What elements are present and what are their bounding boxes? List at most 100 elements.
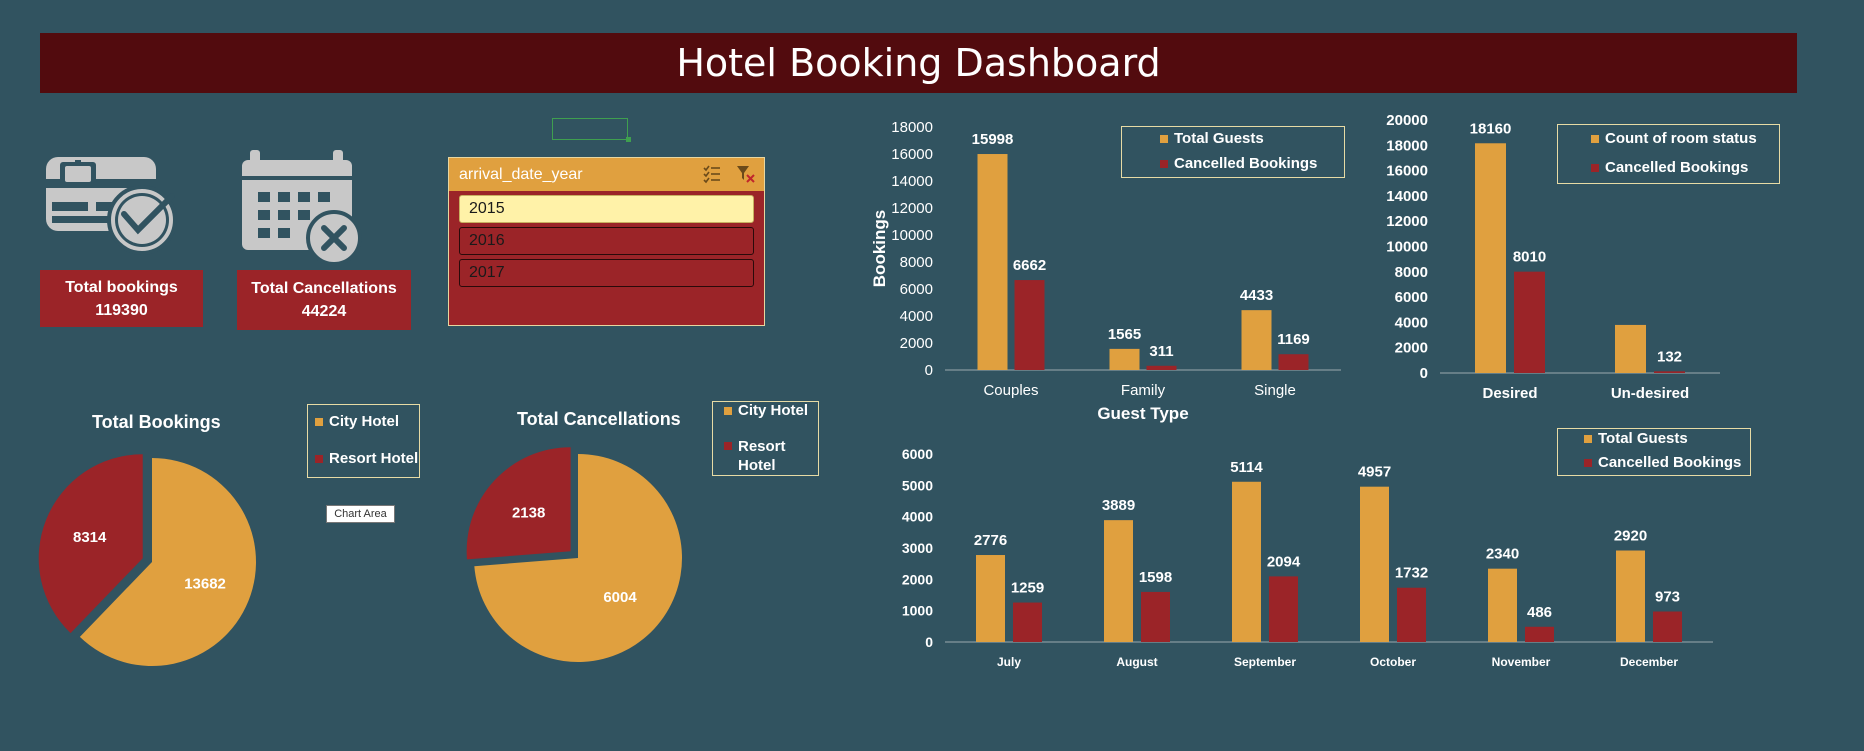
legend-swatch [1591,135,1599,143]
y-tick-label: 0 [1420,365,1428,382]
y-tick-label: 0 [925,362,933,379]
legend-swatch [724,442,732,450]
bar [1475,143,1506,373]
legend-item-city: City Hotel [315,413,399,430]
legend-label: Cancelled Bookings [1598,454,1742,471]
bar [1013,602,1042,642]
y-axis-title: Bookings [870,210,889,287]
bar [1525,626,1554,642]
y-tick-label: 18000 [1386,137,1428,154]
legend-label: Total Guests [1174,130,1264,147]
x-axis-title: Guest Type [1097,404,1188,423]
y-tick-label: 2000 [900,335,933,352]
bar-data-label: 2094 [1267,553,1301,570]
legend-item-cancelled: Cancelled Bookings [1160,155,1317,172]
x-tick-label: Un-desired [1611,385,1689,402]
x-tick-label: December [1620,655,1678,669]
slicer-title: arrival_date_year [459,165,583,183]
legend-item-resort: Resort Hotel [724,437,794,475]
id-card-check-icon [46,157,177,255]
x-tick-label: Couples [983,382,1038,399]
legend-swatch [315,418,323,426]
bar [1615,324,1646,373]
bar [1146,365,1177,370]
total-cancellations-label: Total Cancellations [251,280,397,297]
y-tick-label: 18000 [891,119,933,136]
slicer-item-2015[interactable]: 2015 [459,195,754,223]
y-tick-label: 4000 [1395,314,1428,331]
y-tick-label: 2000 [1395,340,1428,357]
clear-filter-icon[interactable] [736,164,756,184]
bar-data-label: 4433 [1240,287,1273,304]
guest-type-bar-chart[interactable]: 0 2000 4000 6000 8000 10000 12000 14000 16000 180… [865,110,1350,430]
legend-swatch [724,407,732,415]
bar-data-label: 2776 [974,532,1007,549]
pie-data-label: 13682 [184,575,226,592]
total-bookings-chart-title: Total Bookings [92,412,221,432]
selected-cell[interactable] [552,118,628,140]
room-status-bar-chart[interactable]: 0 2000 4000 6000 8000 10000 12000 14000 16000 180… [1370,110,1790,410]
total-bookings-value: 119390 [95,301,148,319]
legend-item-cancelled: Cancelled Bookings [1591,159,1748,176]
legend-swatch [1160,135,1168,143]
bar [976,555,1005,642]
x-tick-label: Single [1254,382,1296,399]
pie-data-label: 2138 [512,504,545,521]
guest-type-legend[interactable]: Total Guests Cancelled Bookings [1121,126,1345,178]
legend-item-cancelled: Cancelled Bookings [1584,454,1741,471]
bar-data-label: 1565 [1108,326,1141,343]
bar-data-label: 486 [1527,604,1552,621]
y-tick-label: 4000 [900,308,933,325]
year-slicer[interactable]: arrival_date_year 2015 2016 2017 [448,157,765,326]
y-tick-label: 16000 [891,146,933,163]
y-tick-label: 20000 [1386,112,1428,129]
y-tick-label: 10000 [891,227,933,244]
total-bookings-pie-chart[interactable]: 13682 8314 [30,440,270,680]
legend-label: Cancelled Bookings [1174,155,1318,172]
x-tick-label: October [1370,655,1416,669]
legend-swatch [1584,435,1592,443]
multi-select-icon[interactable] [702,164,722,184]
y-tick-label: 2000 [902,571,933,587]
bar [1141,591,1170,642]
y-tick-label: 14000 [891,173,933,190]
bar [1269,576,1298,642]
cancellations-pie-legend[interactable]: City Hotel Resort Hotel [712,401,819,476]
calendar-x-icon [242,150,362,264]
x-tick-label: November [1492,655,1551,669]
legend-swatch [1591,164,1599,172]
fill-handle[interactable] [626,137,631,142]
y-tick-label: 6000 [1395,289,1428,306]
bar-data-label: 1259 [1011,580,1044,597]
total-bookings-card: Total bookings 119390 [40,270,203,327]
pie-slice [474,454,682,662]
bar-data-label: 2340 [1486,546,1519,563]
pie-slice [466,447,571,560]
y-tick-label: 1000 [902,603,933,619]
bar [1109,348,1140,370]
legend-item-total-guests: Total Guests [1160,130,1264,147]
monthly-legend[interactable]: Total Guests Cancelled Bookings [1557,428,1751,476]
legend-swatch [315,455,323,463]
y-tick-label: 14000 [1386,188,1428,205]
pie-data-label: 8314 [73,529,107,546]
room-status-legend[interactable]: Count of room status Cancelled Bookings [1557,124,1780,184]
bar [1104,520,1133,642]
y-tick-label: 10000 [1386,239,1428,256]
slicer-item-2017[interactable]: 2017 [459,259,754,287]
monthly-bar-chart[interactable]: 0 1000 2000 3000 4000 5000 6000 2776 1259 July 388… [890,430,1770,675]
total-bookings-label: Total bookings [65,278,178,296]
bookings-pie-legend[interactable]: City Hotel Resort Hotel [307,404,420,478]
bar-data-label: 18160 [1470,120,1512,137]
bar-data-label: 4957 [1358,464,1391,481]
bar [1616,550,1645,642]
y-tick-label: 6000 [902,446,933,462]
legend-label: Total Guests [1598,430,1688,447]
slicer-item-2016[interactable]: 2016 [459,227,754,255]
y-tick-label: 12000 [1386,213,1428,230]
bar [1514,271,1545,373]
total-cancellations-pie-chart[interactable]: 6004 2138 [460,440,700,680]
y-tick-label: 3000 [902,540,933,556]
y-tick-label: 8000 [900,254,933,271]
bar [1653,611,1682,642]
